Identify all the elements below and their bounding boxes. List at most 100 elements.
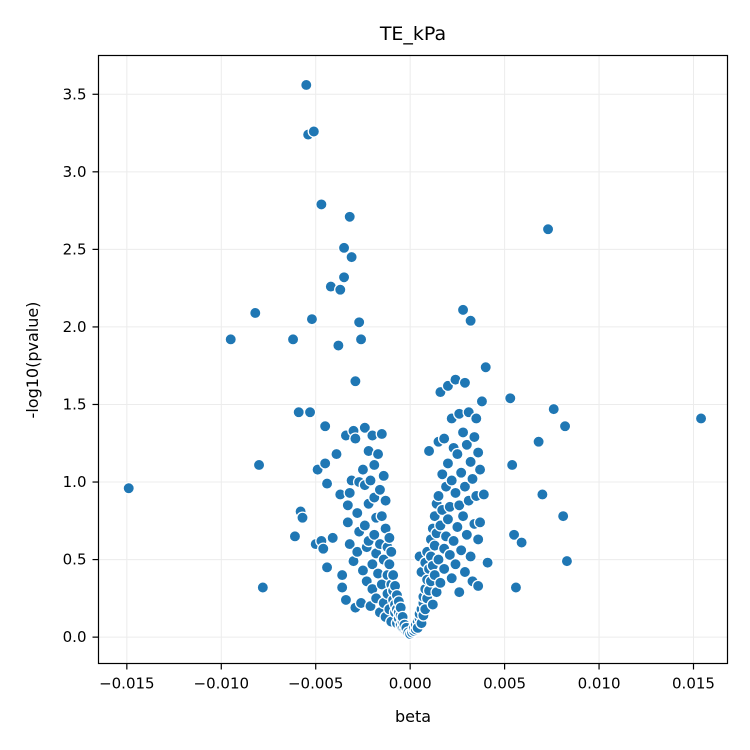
data-point [422, 444, 436, 458]
data-point [460, 528, 474, 542]
data-point [352, 316, 366, 329]
y-tick-label: 3.0 [63, 163, 87, 181]
data-point [320, 477, 334, 490]
data-point [473, 516, 487, 529]
x-tick-label: −0.015 [99, 675, 155, 693]
data-point [441, 457, 455, 470]
x-tick-label: −0.010 [194, 675, 250, 693]
data-point [432, 553, 445, 566]
data-point [292, 405, 305, 419]
data-point [288, 530, 302, 543]
y-tick-label: 2.5 [63, 240, 87, 258]
data-point [356, 564, 370, 577]
data-point [375, 509, 389, 523]
data-point [436, 468, 449, 481]
data-point [252, 458, 266, 472]
plot-frame [97, 54, 729, 665]
data-point [694, 412, 708, 425]
data-point [358, 519, 372, 532]
data-point [349, 374, 362, 388]
data-point [315, 198, 328, 211]
data-point [460, 438, 474, 452]
data-point [341, 516, 355, 529]
data-point [477, 488, 491, 501]
data-point [479, 361, 492, 374]
data-point [458, 480, 472, 493]
y-tick-label: 0.5 [63, 551, 87, 569]
data-point [445, 571, 458, 585]
data-point [504, 392, 517, 405]
data-point [337, 241, 351, 255]
data-point [343, 210, 356, 224]
data-point [368, 528, 381, 542]
data-point [466, 472, 479, 486]
data-point [337, 271, 351, 284]
data-point [318, 419, 332, 433]
data-point [330, 447, 343, 461]
data-point [379, 494, 392, 507]
y-tick-label: 0.0 [63, 628, 87, 646]
data-point [464, 314, 477, 327]
x-tick-label: 0.010 [578, 675, 621, 693]
data-point [458, 565, 472, 579]
data-point [386, 568, 400, 582]
data-point [307, 125, 321, 138]
data-point [437, 432, 451, 445]
data-point [303, 405, 317, 419]
data-point [507, 528, 521, 542]
data-point [464, 455, 477, 469]
data-point [449, 486, 462, 500]
data-point [256, 581, 270, 594]
data-point [468, 430, 481, 444]
x-tick-label: 0.005 [483, 675, 526, 693]
data-point [335, 581, 349, 594]
data-point [547, 402, 560, 416]
data-point [451, 447, 464, 461]
data-point [224, 333, 237, 346]
data-point [366, 557, 379, 571]
data-point [454, 544, 468, 557]
data-point [341, 499, 355, 512]
data-point [437, 562, 451, 576]
data-point [317, 542, 330, 555]
data-point [354, 333, 368, 346]
data-point [318, 457, 332, 470]
data-point [426, 598, 440, 611]
data-point [471, 579, 485, 593]
data-point [383, 557, 396, 571]
data-point [441, 513, 455, 526]
data-point [332, 339, 345, 352]
data-point [470, 412, 483, 425]
data-point [377, 469, 390, 483]
data-point [464, 550, 477, 563]
data-point [351, 506, 364, 520]
data-point [560, 554, 574, 568]
data-point [536, 488, 549, 501]
data-point [451, 520, 464, 534]
data-point [456, 509, 470, 523]
y-tick-label: 3.5 [63, 85, 87, 103]
data-point [334, 283, 347, 296]
chart-title: TE_kPa [379, 23, 446, 45]
data-point [326, 531, 339, 545]
data-point [356, 463, 370, 476]
data-point [375, 427, 389, 441]
y-tick-label: 1.0 [63, 473, 87, 491]
data-point [343, 537, 356, 551]
data-point [453, 585, 466, 599]
data-point [558, 419, 572, 433]
data-point [305, 312, 319, 326]
data-point [339, 593, 353, 607]
x-tick-label: 0.000 [389, 675, 432, 693]
data-point [471, 446, 485, 459]
data-point [481, 556, 494, 569]
data-point [443, 548, 457, 562]
grid-lines [98, 55, 728, 664]
data-point [300, 78, 313, 92]
data-point [541, 222, 555, 236]
data-point [447, 534, 460, 548]
data-point [475, 395, 489, 408]
data-point [515, 536, 528, 549]
data-point [249, 306, 262, 320]
